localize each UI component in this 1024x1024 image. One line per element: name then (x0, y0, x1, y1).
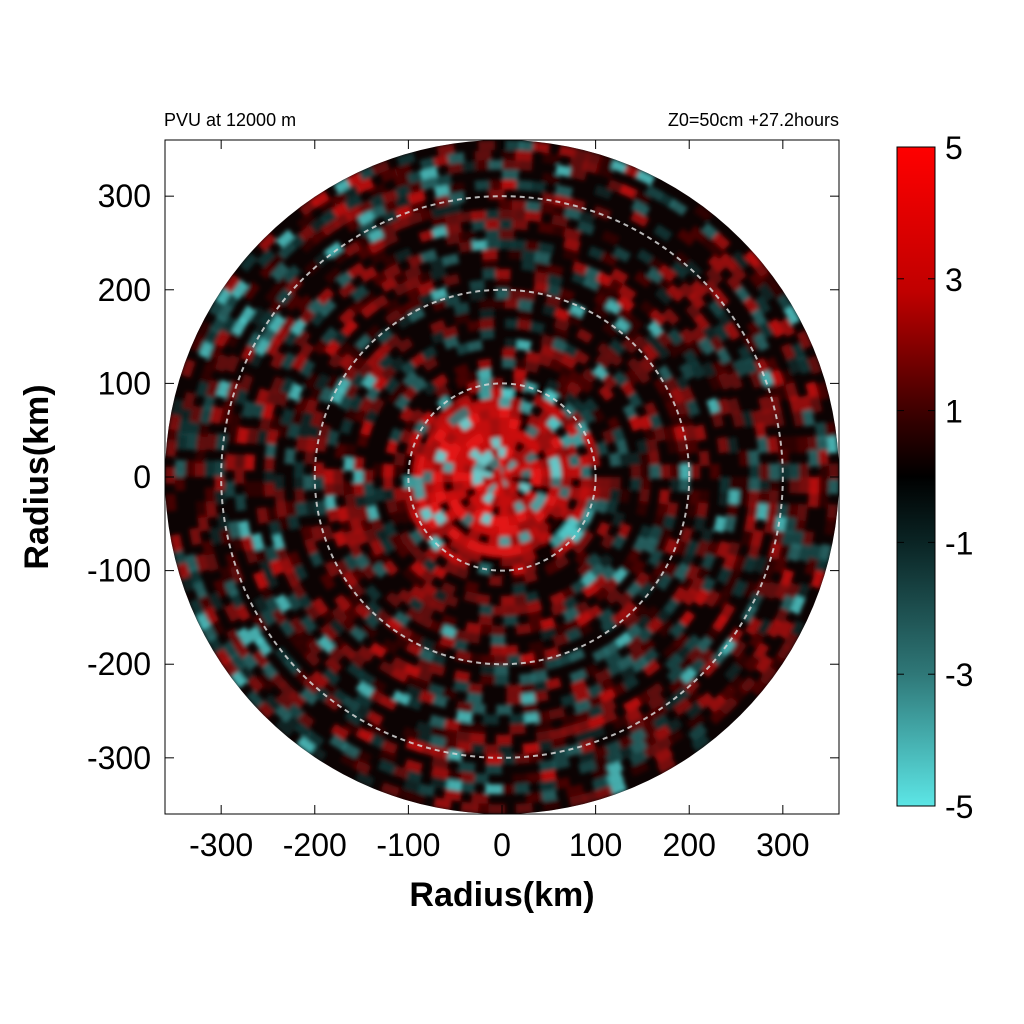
colorbar-tick-label: 1 (945, 394, 963, 430)
colorbar-tick-label: -3 (945, 657, 973, 693)
x-axis-title: Radius(km) (409, 876, 594, 914)
colorbar-gradient (896, 146, 936, 807)
plot-area (165, 140, 839, 814)
reference-circle (313, 288, 691, 666)
y-axis-ticks: 300 200 100 0 -100 -200 -300 (87, 178, 839, 776)
chart-title-right: Z0=50cm +27.2hours (668, 110, 839, 130)
reference-circle (407, 382, 597, 572)
colorbar-tick-label: 5 (945, 130, 963, 166)
y-tick-label: 100 (98, 365, 151, 401)
y-tick-label: 0 (133, 459, 151, 495)
x-tick-label: -200 (283, 827, 347, 863)
colorbar-tick-label: -1 (945, 525, 973, 561)
y-tick-label: 300 (98, 178, 151, 214)
x-tick-label: 0 (493, 827, 511, 863)
x-tick-label: -100 (376, 827, 440, 863)
colorbar-tick-label: -5 (945, 789, 973, 825)
y-axis-title: Radius(km) (18, 384, 56, 569)
reference-circles (220, 195, 784, 759)
x-tick-label: 100 (569, 827, 622, 863)
reference-circle (220, 195, 784, 759)
x-tick-label: 300 (756, 827, 809, 863)
y-tick-label: 200 (98, 272, 151, 308)
y-tick-label: -300 (87, 740, 151, 776)
colorbar-tick-label: 3 (945, 262, 963, 298)
y-tick-label: -100 (87, 553, 151, 589)
colorbar: 5 3 1 -1 -3 -5 (896, 130, 973, 825)
x-tick-label: -300 (189, 827, 253, 863)
chart-title-left: PVU at 12000 m (164, 110, 296, 130)
x-axis-ticks: -300 -200 -100 0 100 200 300 (189, 140, 810, 863)
x-tick-label: 200 (663, 827, 716, 863)
y-tick-label: -200 (87, 646, 151, 682)
heatmap-field (165, 140, 839, 814)
colorbar-ticks: 5 3 1 -1 -3 -5 (897, 130, 973, 825)
